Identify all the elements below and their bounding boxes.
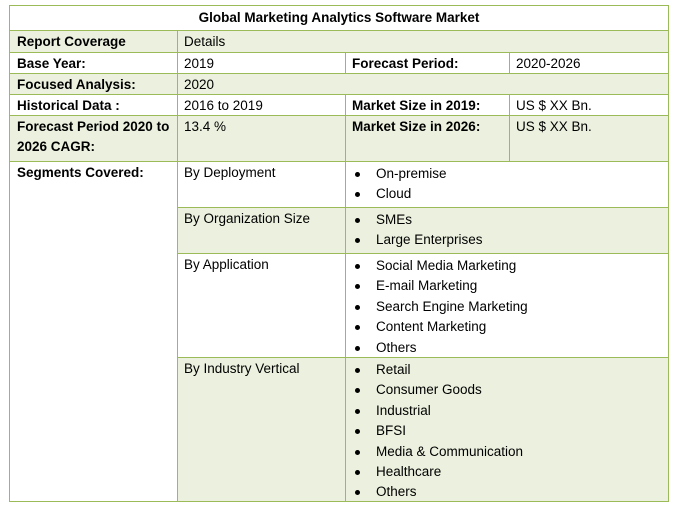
segment-item: Retail <box>352 360 661 380</box>
segment-items-industry-vertical: Retail Consumer Goods Industrial BFSI Media … <box>345 357 668 501</box>
bullet-icon <box>355 172 360 177</box>
segment-item-label: Media & Communication <box>376 443 524 459</box>
segment-item-label: Cloud <box>376 186 412 202</box>
market-size-2019-label: Market Size in 2019: <box>345 94 509 115</box>
segment-item: E-mail Marketing <box>352 276 661 296</box>
segment-item: Search Engine Marketing <box>352 297 661 317</box>
cagr-value: 13.4 % <box>177 115 345 161</box>
bullet-icon <box>355 408 360 414</box>
segment-item: SMEs <box>352 210 661 230</box>
divider <box>10 94 668 95</box>
segment-item: On-premise <box>352 164 661 184</box>
market-size-2019-value: US $ XX Bn. <box>509 94 668 115</box>
segment-list-application: Social Media Marketing E-mail Marketing Se… <box>352 256 661 357</box>
base-year-value: 2019 <box>177 52 345 73</box>
segment-name-deployment: By Deployment <box>177 161 345 207</box>
segment-item-label: SMEs <box>376 212 413 227</box>
segment-item: Others <box>352 338 661 357</box>
segment-item-label: Others <box>376 484 417 500</box>
segment-name-industry-vertical: By Industry Vertical <box>177 357 345 501</box>
segment-item: Content Marketing <box>352 317 661 337</box>
divider <box>10 161 668 162</box>
historical-data-value: 2016 to 2019 <box>177 94 345 115</box>
bullet-icon <box>355 345 360 351</box>
segment-item-label: Healthcare <box>376 464 442 480</box>
segment-item-label: Content Marketing <box>376 319 487 335</box>
base-year-label: Base Year: <box>10 52 177 73</box>
focused-analysis-label: Focused Analysis: <box>10 73 177 94</box>
cagr-label: Forecast Period 2020 to 2026 CAGR: <box>10 115 177 161</box>
segment-item-label: On-premise <box>376 166 447 181</box>
market-report-table: Global Marketing Analytics Software Mark… <box>9 5 669 502</box>
segment-name-application: By Application <box>177 253 345 357</box>
divider <box>509 52 510 73</box>
divider <box>177 253 668 254</box>
segment-list-deployment: On-premise Cloud <box>352 164 661 205</box>
divider <box>177 30 178 501</box>
segment-item-label: Industrial <box>376 402 431 418</box>
divider <box>177 207 668 208</box>
segment-items-deployment: On-premise Cloud <box>345 161 668 207</box>
divider <box>10 115 668 116</box>
segment-item: Social Media Marketing <box>352 256 661 276</box>
segment-item-label: Retail <box>376 362 411 377</box>
segment-item: Industrial <box>352 401 661 421</box>
bullet-icon <box>355 449 360 455</box>
bullet-icon <box>355 368 360 373</box>
segments-covered-label: Segments Covered: <box>10 161 177 501</box>
segment-item-label: Consumer Goods <box>376 382 482 398</box>
segment-item-label: Large Enterprises <box>376 232 483 248</box>
divider <box>177 357 668 358</box>
bullet-icon <box>355 218 360 223</box>
bullet-icon <box>355 192 360 198</box>
bullet-icon <box>355 490 360 496</box>
report-coverage-value: Details <box>177 30 668 52</box>
bullet-icon <box>355 304 360 310</box>
segment-item: Cloud <box>352 184 661 204</box>
report-coverage-label: Report Coverage <box>10 30 177 52</box>
forecast-period-value: 2020-2026 <box>509 52 668 73</box>
segment-items-application: Social Media Marketing E-mail Marketing Se… <box>345 253 668 357</box>
bullet-icon <box>355 388 360 394</box>
bullet-icon <box>355 284 360 290</box>
segment-item: Healthcare <box>352 462 661 482</box>
segment-item-label: Search Engine Marketing <box>376 298 528 314</box>
segment-items-organization-size: SMEs Large Enterprises <box>345 207 668 253</box>
table-title: Global Marketing Analytics Software Mark… <box>10 6 668 30</box>
bullet-icon <box>355 470 360 476</box>
segment-item-label: Social Media Marketing <box>376 258 517 273</box>
divider <box>10 52 668 53</box>
segment-list-industry-vertical: Retail Consumer Goods Industrial BFSI Media … <box>352 360 661 501</box>
forecast-period-label: Forecast Period: <box>345 52 509 73</box>
divider <box>10 73 668 74</box>
segment-item-label: BFSI <box>376 423 407 439</box>
bullet-icon <box>355 325 360 331</box>
focused-analysis-value: 2020 <box>177 73 668 94</box>
divider <box>509 94 510 161</box>
divider <box>345 52 346 73</box>
segment-item: BFSI <box>352 421 661 441</box>
market-size-2026-value: US $ XX Bn. <box>509 115 668 161</box>
segment-item: Others <box>352 482 661 501</box>
segment-item-label: Others <box>376 339 417 355</box>
divider <box>345 94 346 501</box>
segment-item: Consumer Goods <box>352 380 661 400</box>
bullet-icon <box>355 238 360 244</box>
bullet-icon <box>355 429 360 435</box>
divider <box>10 30 668 31</box>
historical-data-label: Historical Data : <box>10 94 177 115</box>
segment-list-organization-size: SMEs Large Enterprises <box>352 210 661 251</box>
bullet-icon <box>355 264 360 269</box>
segment-item: Large Enterprises <box>352 230 661 250</box>
segment-item-label: E-mail Marketing <box>376 278 478 294</box>
segment-item: Media & Communication <box>352 442 661 462</box>
market-size-2026-label: Market Size in 2026: <box>345 115 509 161</box>
segment-name-organization-size: By Organization Size <box>177 207 345 253</box>
